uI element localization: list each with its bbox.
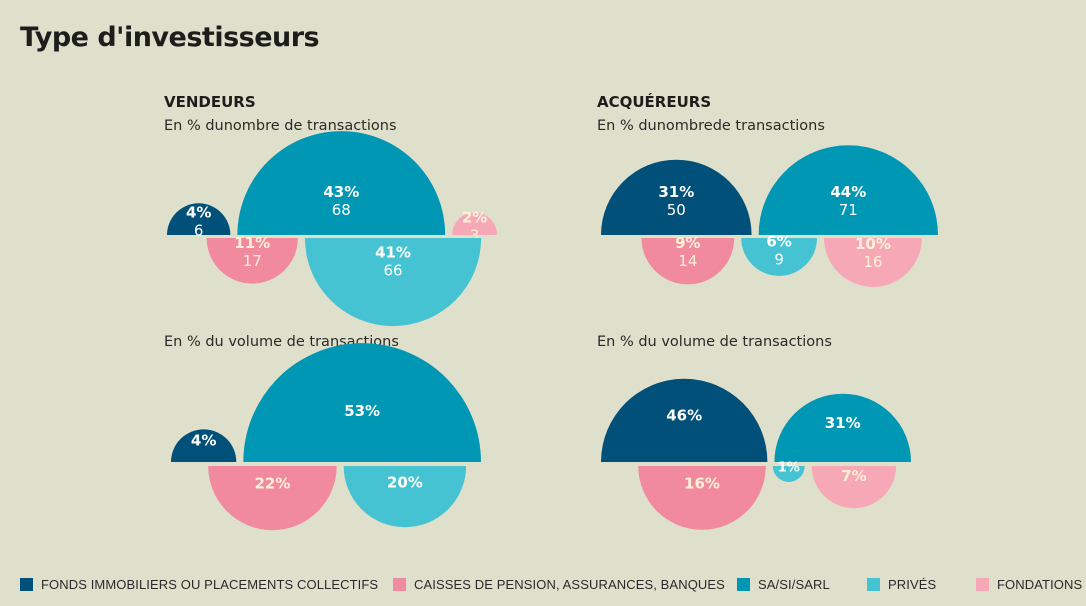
chart-1-top-slice-0 bbox=[601, 159, 752, 235]
chart-1-bottom-percent-label-0: 9% bbox=[675, 234, 700, 252]
chart-0-top-percent-label-1: 43% bbox=[323, 183, 359, 201]
chart-1-top-percent-label-1: 44% bbox=[830, 183, 866, 201]
chart-2-bottom-slice-0 bbox=[208, 466, 337, 531]
chart-1-bottom-percent-label-1: 6% bbox=[766, 232, 791, 250]
legend-label: FONDATIONS bbox=[997, 577, 1083, 592]
legend-item-prives: PRIVÉS bbox=[867, 577, 936, 592]
chart-2-top-percent-label-0: 4% bbox=[191, 432, 216, 450]
chart-1-bottom-count-label-2: 16 bbox=[863, 253, 882, 271]
chart-0-bottom-count-label-1: 66 bbox=[383, 261, 402, 279]
legend-swatch bbox=[20, 578, 33, 591]
vendeurs-count-subtitle: En % dunombre de transactions bbox=[164, 118, 397, 134]
chart-2-bottom-percent-label-1: 20% bbox=[387, 473, 423, 491]
chart-3-bottom-percent-label-0: 16% bbox=[684, 474, 720, 492]
chart-0-top-count-label-2: 3 bbox=[470, 227, 480, 245]
chart-0-top-slice-1 bbox=[237, 131, 446, 235]
chart-0-top-slice-2 bbox=[452, 212, 497, 235]
chart-3-top-slice-0 bbox=[601, 378, 768, 462]
chart-1-top-count-label-1: 71 bbox=[839, 201, 858, 219]
chart-1-bottom-count-label-1: 9 bbox=[774, 250, 784, 268]
chart-2-bottom-percent-label-0: 22% bbox=[254, 474, 290, 492]
chart-3-top-percent-label-1: 31% bbox=[825, 414, 861, 432]
legend-swatch bbox=[737, 578, 750, 591]
acquereurs-volume-subtitle: En % du volume de transactions bbox=[597, 334, 832, 350]
legend-item-fondations: FONDATIONS bbox=[976, 577, 1082, 592]
chart-1-top-count-label-0: 50 bbox=[667, 201, 686, 219]
chart-1-bottom-count-label-0: 14 bbox=[678, 252, 697, 270]
legend-label: FONDS IMMOBILIERS OU PLACEMENTS COLLECTI… bbox=[41, 577, 379, 592]
legend: FONDS IMMOBILIERS OU PLACEMENTS COLLECTI… bbox=[20, 577, 1086, 597]
chart-0-top-percent-label-0: 4% bbox=[186, 204, 211, 222]
semicircle-charts: 4%643%68 2%311%17 41%6631%5044%719%146%910… bbox=[167, 131, 938, 531]
chart-1-top-slice-1 bbox=[758, 145, 938, 235]
chart-0-top-slice-0 bbox=[167, 203, 231, 235]
chart-1-bottom-slice-2 bbox=[824, 238, 922, 287]
chart-0-bottom-percent-label-1: 41% bbox=[375, 243, 411, 261]
legend-item-sa: SA/SI/SARL bbox=[737, 577, 830, 592]
chart-3-bottom-percent-label-1: 1% bbox=[778, 461, 800, 476]
legend-item-caisses: CAISSES DE PENSION, ASSURANCES, BANQUES bbox=[393, 577, 725, 592]
chart-2-top-slice-1 bbox=[243, 343, 481, 462]
chart-0-top-count-label-0: 6 bbox=[194, 222, 204, 240]
page-title: Type d'investisseurs bbox=[20, 22, 320, 53]
chart-0-bottom-slice-0 bbox=[206, 238, 298, 284]
chart-0-bottom-count-label-0: 17 bbox=[243, 252, 262, 270]
chart-3-bottom-slice-0 bbox=[638, 466, 766, 530]
legend-swatch bbox=[867, 578, 880, 591]
legend-swatch bbox=[393, 578, 406, 591]
chart-0-top-percent-label-2: 2% bbox=[462, 209, 487, 227]
vendeurs-heading: VENDEURS bbox=[164, 93, 256, 111]
chart-1-bottom-slice-0 bbox=[641, 238, 735, 285]
chart-3-top-percent-label-0: 46% bbox=[666, 406, 702, 424]
acquereurs-heading: ACQUÉREURS bbox=[597, 93, 712, 111]
chart-0-bottom-percent-label-0: 11% bbox=[234, 234, 270, 252]
legend-label: PRIVÉS bbox=[888, 577, 937, 592]
chart-3-bottom-slice-1 bbox=[772, 466, 805, 482]
chart-1-top-percent-label-0: 31% bbox=[658, 183, 694, 201]
chart-1-bottom-slice-1 bbox=[741, 238, 818, 276]
chart-0-bottom-slice-1 bbox=[304, 238, 482, 327]
chart-2-bottom-slice-1 bbox=[343, 466, 467, 528]
chart-1-bottom-percent-label-2: 10% bbox=[855, 235, 891, 253]
chart-3-top-slice-1 bbox=[774, 393, 911, 462]
legend-label: CAISSES DE PENSION, ASSURANCES, BANQUES bbox=[414, 577, 725, 592]
chart-2-top-slice-0 bbox=[171, 429, 237, 462]
chart-3-bottom-percent-label-2: 7% bbox=[841, 467, 866, 485]
chart-2-top-percent-label-1: 53% bbox=[344, 402, 380, 420]
acquereurs-count-subtitle: En % dunombrede transactions bbox=[597, 118, 825, 134]
legend-swatch bbox=[976, 578, 989, 591]
chart-0-top-count-label-1: 68 bbox=[332, 201, 351, 219]
legend-label: SA/SI/SARL bbox=[758, 577, 830, 592]
chart-3-bottom-slice-2 bbox=[811, 466, 897, 509]
legend-item-fonds: FONDS IMMOBILIERS OU PLACEMENTS COLLECTI… bbox=[20, 577, 378, 592]
